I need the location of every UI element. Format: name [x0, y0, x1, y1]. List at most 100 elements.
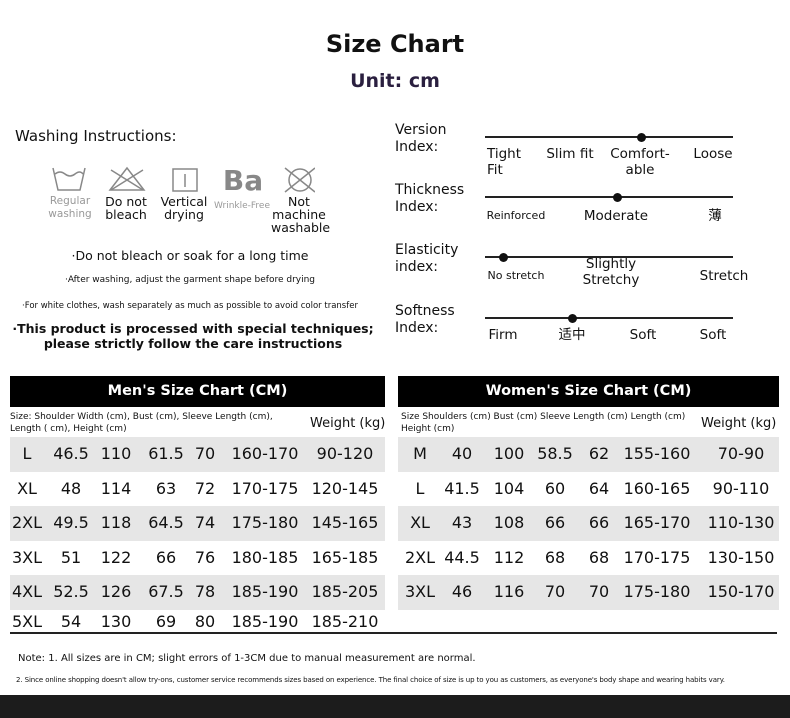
cell: XL — [17, 478, 37, 498]
cell: 165-170 — [623, 513, 691, 533]
index-dot — [637, 133, 646, 142]
cell: 70 — [544, 582, 566, 602]
note: 2. Since online shopping doesn't allow t… — [16, 676, 725, 684]
cell: 46 — [451, 582, 473, 602]
cell: 40 — [451, 444, 473, 463]
cell: 70 — [194, 444, 216, 463]
care-note: ·For white clothes, wash separately as m… — [22, 301, 358, 311]
women-weight: Weight (kg) — [701, 416, 777, 431]
cell: 48 — [60, 478, 82, 498]
index-option: No stretch — [487, 269, 545, 282]
index-option: Loose — [693, 146, 733, 162]
cell: 66 — [155, 547, 177, 567]
cell: 51 — [60, 547, 82, 567]
index-line — [485, 136, 733, 138]
row-bg — [398, 437, 779, 472]
index-label: Softness Index: — [395, 303, 455, 336]
index-option: Firm — [488, 327, 518, 343]
cell: 3XL — [11, 547, 43, 567]
unit: Unit: cm — [350, 70, 440, 92]
note: Note: 1. All sizes are in CM; slight err… — [18, 653, 476, 664]
men-weight: Weight (kg) — [310, 416, 386, 431]
icon-label: Wrinkle-Free — [214, 201, 270, 211]
cell: XL — [410, 513, 430, 533]
cell: 69 — [155, 612, 177, 631]
icon-label: Regular washing — [48, 195, 92, 220]
cell: 62 — [588, 444, 610, 463]
cell: 64.5 — [148, 513, 184, 533]
cell: 66 — [544, 513, 566, 533]
divider — [10, 632, 777, 634]
cell: 46.5 — [53, 444, 89, 463]
cell: 110 — [100, 444, 132, 463]
wash-icons: Ba — [52, 164, 315, 197]
cell: 52.5 — [53, 582, 89, 602]
cell: 120-145 — [311, 478, 379, 498]
index-line — [485, 196, 733, 198]
index-option: Moderate — [583, 208, 649, 224]
index-dot — [613, 193, 622, 202]
icon-text: Ba — [223, 164, 263, 197]
cell: 70 — [588, 582, 610, 602]
cell: 64 — [588, 478, 610, 498]
index-dot — [499, 253, 508, 262]
cell: 108 — [493, 513, 525, 533]
cell: 70-90 — [717, 444, 765, 463]
cell: 68 — [588, 547, 610, 567]
cell: 2XL — [404, 547, 436, 567]
cell: 2XL — [11, 513, 43, 533]
cell: 80 — [194, 612, 216, 631]
row-bg — [10, 506, 385, 541]
cell: 175-180 — [231, 513, 299, 533]
cell: 110-130 — [707, 513, 775, 533]
care-note: ·After washing, adjust the garment shape… — [64, 275, 316, 285]
icon-label: Vertical drying — [160, 194, 208, 222]
index-line — [485, 317, 733, 319]
cell: 90-120 — [316, 444, 374, 463]
row-bg — [10, 437, 385, 472]
cell: 145-165 — [311, 513, 379, 533]
cell: 185-190 — [231, 582, 299, 602]
row-bg — [10, 575, 385, 610]
cell: 185-210 — [311, 612, 379, 631]
men-title: Men's Size Chart (CM) — [10, 376, 385, 407]
index-option: Reinforced — [486, 209, 546, 222]
care-note: ·Do not bleach or soak for a long time — [71, 248, 309, 263]
care-note: ·This product is processed with special … — [12, 321, 374, 351]
index-label: Thickness Index: — [395, 182, 465, 215]
index-option: Comfort-able — [610, 146, 670, 178]
cell: 60 — [544, 478, 566, 498]
index-option: Slightly Stretchy — [582, 256, 640, 288]
cell: 180-185 — [231, 547, 299, 567]
cell: 160-165 — [623, 478, 691, 498]
cell: 160-170 — [231, 444, 299, 463]
cell: 185-190 — [231, 612, 299, 631]
cell: 90-110 — [712, 478, 770, 498]
cell: 122 — [100, 547, 132, 567]
cell: 54 — [60, 612, 82, 631]
cell: 76 — [194, 547, 216, 567]
cell: L — [415, 478, 425, 498]
cell: 63 — [155, 478, 177, 498]
cell: 72 — [194, 478, 216, 498]
cell: 5XL — [11, 612, 43, 631]
cell: 58.5 — [537, 444, 573, 463]
row-bg — [398, 575, 779, 610]
index-label: Elasticity index: — [395, 242, 459, 275]
cell: 130-150 — [707, 547, 775, 567]
cell: 78 — [194, 582, 216, 602]
index-option: 薄 — [708, 208, 722, 224]
women-columns: Size Shoulders (cm) Bust (cm) Sleeve Len… — [401, 412, 686, 434]
title: Size Chart — [325, 30, 465, 58]
icon-label: Not machine washable — [271, 194, 331, 235]
washing-title: Washing Instructions: — [15, 127, 177, 145]
cell: 185-205 — [311, 582, 379, 602]
cell: 126 — [100, 582, 132, 602]
cell: 68 — [544, 547, 566, 567]
index-option: Soft — [699, 327, 727, 343]
cell: 155-160 — [623, 444, 691, 463]
cell: 150-170 — [707, 582, 775, 602]
cell: 4XL — [11, 582, 43, 602]
index-label: Version Index: — [395, 122, 447, 155]
